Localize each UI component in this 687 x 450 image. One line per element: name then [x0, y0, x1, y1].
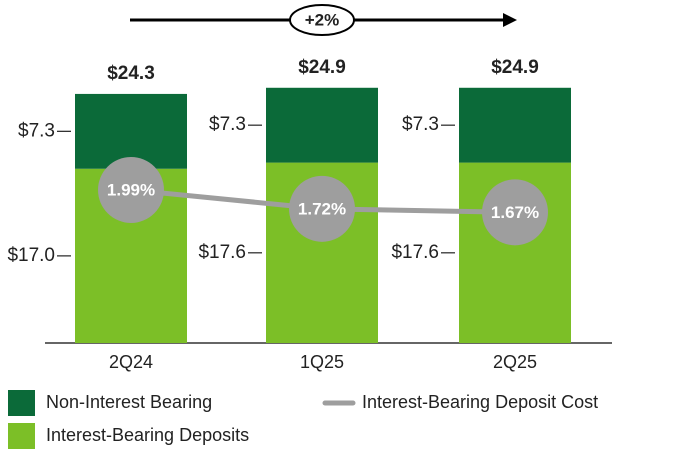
segment-label: $7.3 — [18, 120, 55, 141]
x-tick-label: 2Q25 — [493, 352, 537, 372]
legend-label: Interest-Bearing Deposit Cost — [362, 392, 598, 412]
cost-label: 1.72% — [298, 199, 346, 218]
bar-segment — [459, 87, 571, 163]
segment-label: $7.3 — [209, 114, 246, 135]
total-label: $24.9 — [298, 57, 346, 78]
total-label: $24.9 — [491, 57, 539, 78]
segment-label: $17.0 — [7, 245, 55, 266]
bar-segment — [75, 93, 187, 169]
cost-point — [98, 156, 164, 223]
arrow-head — [503, 13, 517, 27]
segment-label: $17.6 — [198, 242, 246, 263]
cost-point — [289, 175, 355, 242]
x-tick-label: 1Q25 — [300, 352, 344, 372]
cost-label: 1.99% — [107, 180, 155, 199]
legend-label: Non-Interest Bearing — [46, 392, 212, 412]
legend-swatch — [8, 390, 35, 416]
annotation: +2% — [305, 10, 340, 29]
segment-label: $17.6 — [391, 242, 439, 263]
segment-label: $7.3 — [402, 114, 439, 135]
cost-label: 1.67% — [491, 203, 539, 222]
bar-segment — [266, 87, 378, 163]
x-tick-label: 2Q24 — [109, 352, 153, 372]
total-label: $24.3 — [107, 63, 155, 84]
cost-point — [482, 179, 548, 246]
legend-swatch — [8, 423, 35, 449]
annotation-bubble — [289, 4, 355, 36]
legend-label: Interest-Bearing Deposits — [46, 425, 249, 445]
